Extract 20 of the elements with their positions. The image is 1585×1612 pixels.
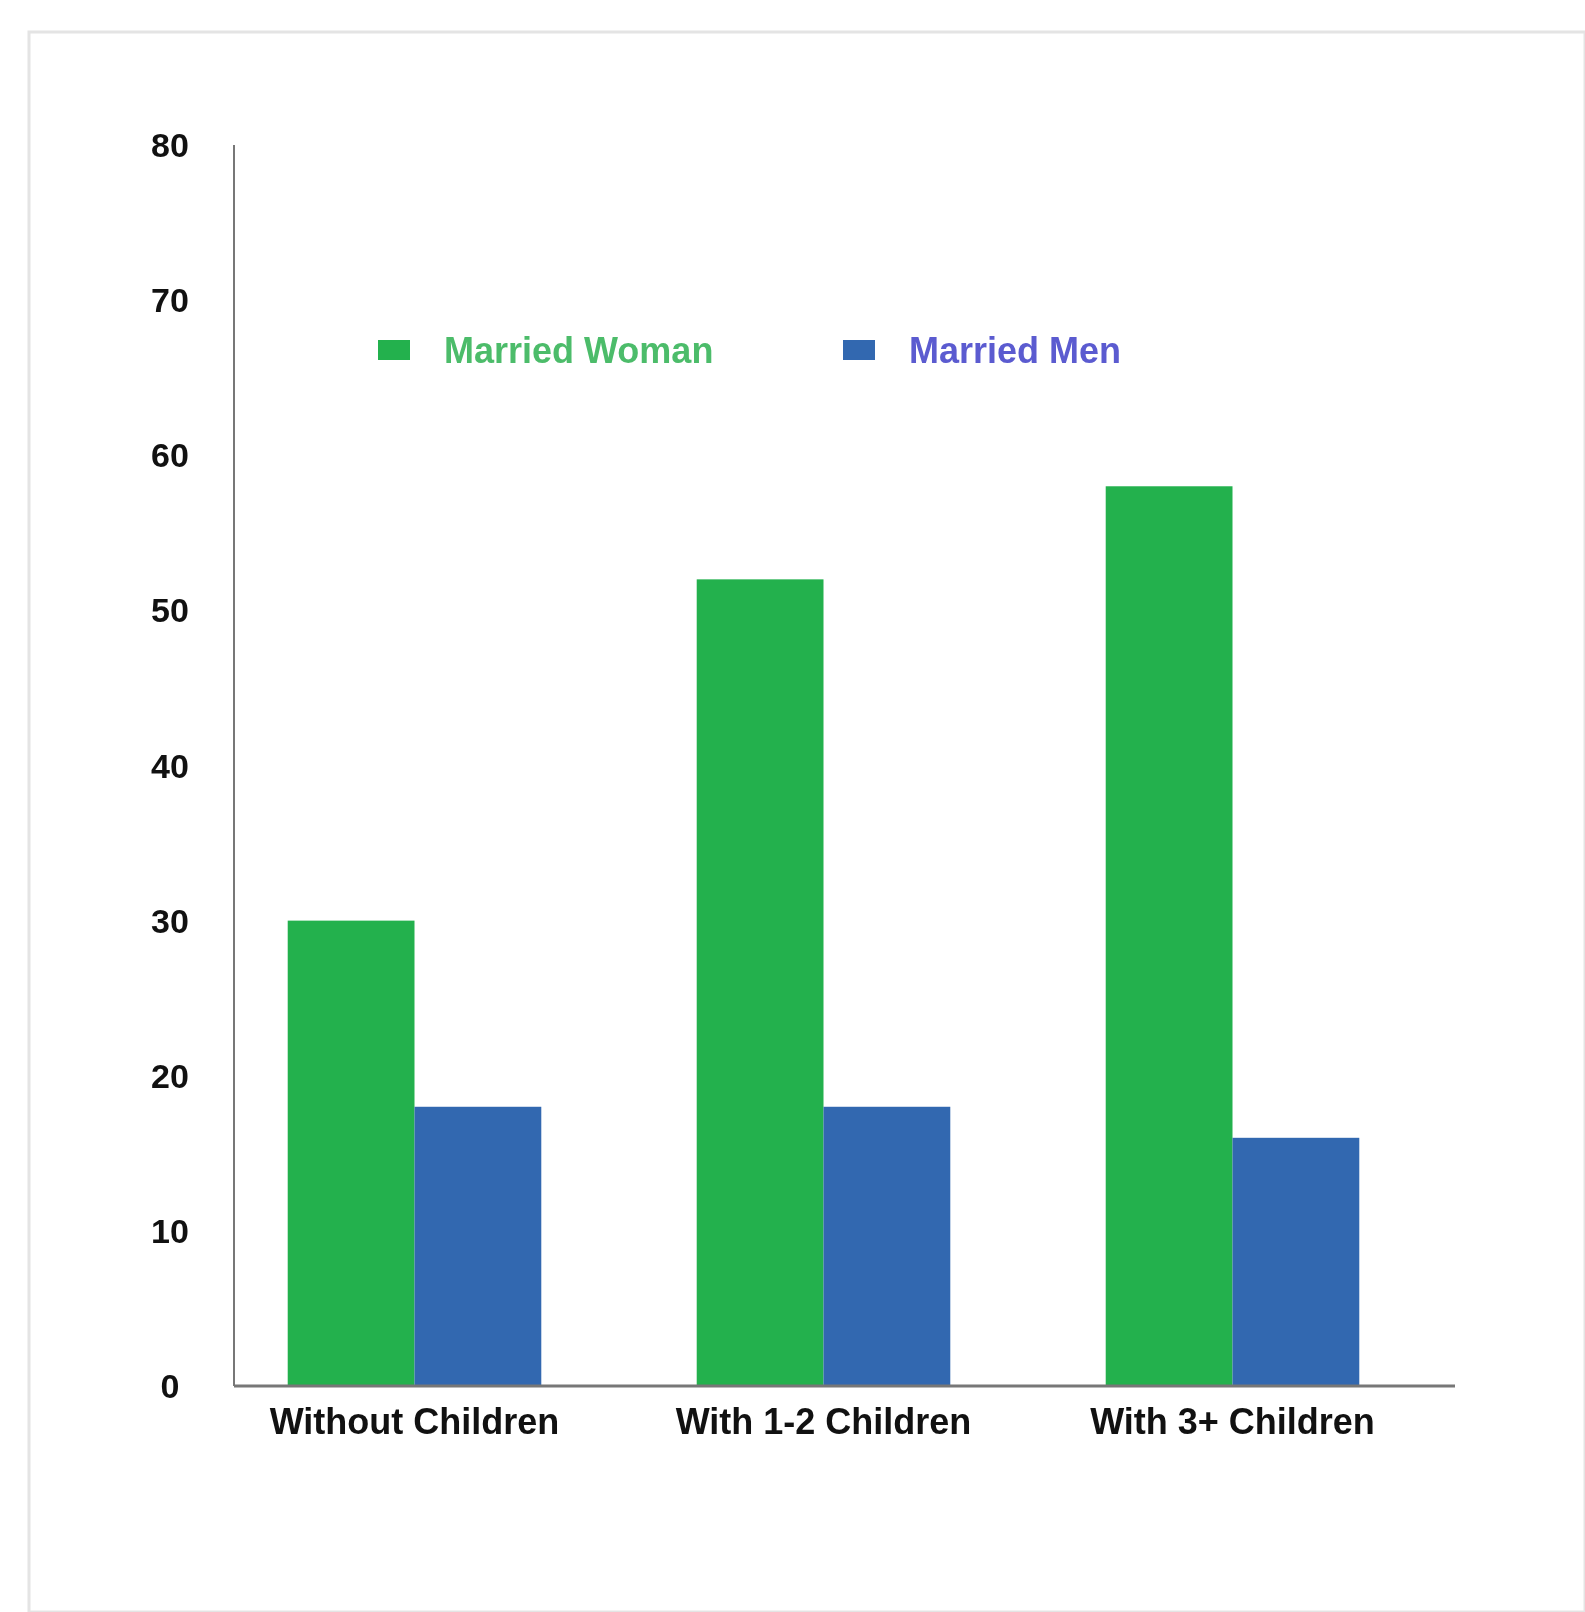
y-tick-label: 40 — [151, 746, 189, 785]
y-tick-label: 30 — [151, 901, 189, 940]
bar — [414, 1106, 542, 1387]
y-tick-label: 60 — [151, 436, 189, 475]
legend-label: Married Men — [909, 329, 1122, 371]
legend-label: Married Woman — [444, 329, 714, 371]
bar — [1105, 486, 1233, 1386]
y-tick-label: 0 — [160, 1367, 180, 1405]
y-tick-label: 50 — [151, 591, 189, 630]
y-tick-label: 20 — [151, 1056, 189, 1095]
bar — [823, 1106, 951, 1387]
x-tick-label: With 1-2 Children — [675, 1401, 972, 1442]
y-tick-label: 70 — [151, 281, 189, 320]
x-tick-label: Without Children — [269, 1401, 560, 1442]
y-tick-label: 10 — [151, 1211, 189, 1250]
bar — [696, 579, 824, 1386]
bar — [287, 920, 415, 1386]
y-tick-label: 80 — [151, 126, 189, 164]
bar — [1232, 1137, 1360, 1386]
x-tick-label: With 3+ Children — [1090, 1401, 1375, 1442]
